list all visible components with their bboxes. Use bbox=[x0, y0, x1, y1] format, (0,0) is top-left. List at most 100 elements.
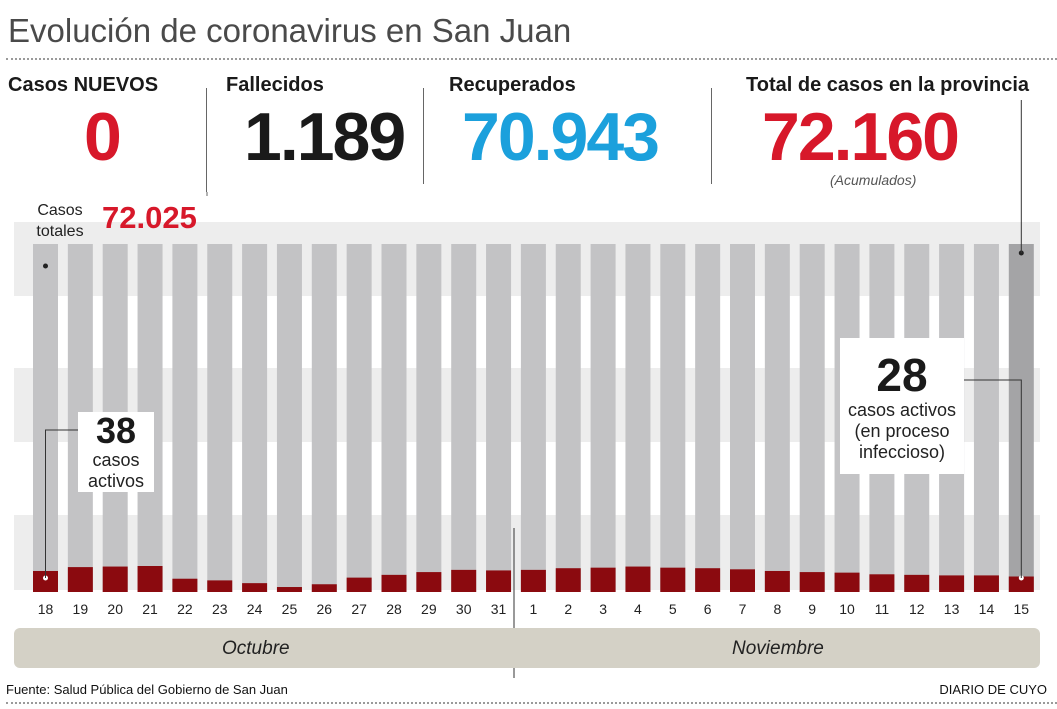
x-tick-label: 26 bbox=[317, 601, 333, 617]
total-cases-bar bbox=[660, 244, 686, 592]
x-tick-label: 29 bbox=[421, 601, 437, 617]
total-cases-bar bbox=[695, 244, 721, 592]
stat-separator bbox=[711, 88, 712, 184]
x-tick-label: 10 bbox=[839, 601, 855, 617]
x-tick-label: 13 bbox=[944, 601, 960, 617]
x-tick-label: 24 bbox=[247, 601, 263, 617]
active-cases-bar bbox=[799, 572, 825, 592]
active-cases-bar bbox=[660, 567, 686, 592]
x-tick-label: 28 bbox=[386, 601, 402, 617]
deaths-label: Fallecidos bbox=[226, 74, 324, 96]
total-cases-bar bbox=[172, 244, 198, 592]
x-tick-label: 6 bbox=[704, 601, 712, 617]
x-tick-label: 22 bbox=[177, 601, 193, 617]
active-cases-bar bbox=[764, 570, 790, 592]
total-cases-bar bbox=[520, 244, 546, 592]
total-cases-bar bbox=[486, 244, 512, 592]
x-tick-label: 30 bbox=[456, 601, 472, 617]
title-divider bbox=[6, 58, 1057, 60]
active-cases-bar bbox=[137, 566, 163, 592]
leader-line bbox=[964, 379, 1022, 578]
x-tick-label: 21 bbox=[142, 601, 158, 617]
x-tick-label: 8 bbox=[773, 601, 781, 617]
active-cases-bar bbox=[695, 568, 721, 592]
total-cases-bar bbox=[764, 244, 790, 592]
active-cases-bar bbox=[276, 587, 302, 592]
total-cases-bar bbox=[242, 244, 268, 592]
first-day-active-text: casos activos bbox=[87, 450, 145, 491]
totals-value: 72.025 bbox=[102, 200, 197, 235]
x-tick-label: 15 bbox=[1014, 601, 1030, 617]
active-cases-bar bbox=[904, 574, 930, 592]
active-cases-bar bbox=[416, 572, 442, 592]
last-day-active-text: casos activos (en proceso infeccioso) bbox=[847, 400, 957, 462]
total-value: 72.160 bbox=[762, 99, 960, 175]
x-tick-label: 19 bbox=[73, 601, 89, 617]
active-cases-bar bbox=[869, 574, 895, 592]
total-cases-bar bbox=[381, 244, 407, 592]
total-cases-bar bbox=[973, 244, 999, 592]
active-cases-bar bbox=[33, 570, 58, 592]
total-label: Total de casos en la provincia bbox=[746, 74, 1030, 96]
total-cases-bar bbox=[451, 244, 477, 592]
x-tick-label: 5 bbox=[669, 601, 677, 617]
x-tick-label: 14 bbox=[979, 601, 995, 617]
x-tick-label: 2 bbox=[564, 601, 572, 617]
active-cases-bar bbox=[207, 580, 233, 592]
totals-label: Casos totales bbox=[36, 202, 84, 240]
active-cases-bar bbox=[939, 575, 965, 592]
last-day-annotation: 28 casos activos (en proceso infeccioso) bbox=[840, 338, 964, 474]
deaths-value: 1.189 bbox=[244, 99, 406, 175]
active-cases-bar bbox=[172, 578, 198, 592]
month-october: Octubre bbox=[222, 638, 290, 659]
active-cases-bar bbox=[730, 569, 755, 592]
active-cases-bar bbox=[834, 572, 860, 592]
x-tick-label: 3 bbox=[599, 601, 607, 617]
total-cases-bar bbox=[207, 244, 233, 592]
active-cases-bar bbox=[590, 567, 616, 592]
total-note: (Acumulados) bbox=[830, 172, 917, 188]
active-cases-bar bbox=[486, 570, 512, 592]
page-title: Evolución de coronavirus en San Juan bbox=[8, 12, 572, 49]
x-tick-label: 27 bbox=[351, 601, 367, 617]
stat-separator bbox=[206, 88, 207, 192]
total-cases-bar bbox=[311, 244, 337, 592]
active-cases-bar bbox=[625, 566, 651, 592]
leader-line bbox=[45, 429, 78, 578]
first-day-annotation: 38 casos activos bbox=[78, 412, 154, 492]
x-tick-label: 1 bbox=[530, 601, 538, 617]
total-cases-bar bbox=[416, 244, 442, 592]
total-cases-bar bbox=[625, 244, 651, 592]
active-cases-bar bbox=[311, 584, 337, 592]
new-cases-label: Casos NUEVOS bbox=[8, 74, 159, 96]
x-tick-label: 4 bbox=[634, 601, 642, 617]
total-cases-bar bbox=[555, 244, 581, 592]
active-cases-bar bbox=[973, 575, 999, 592]
x-tick-label: 9 bbox=[808, 601, 816, 617]
total-cases-bar bbox=[730, 244, 755, 592]
recovered-value: 70.943 bbox=[462, 99, 660, 175]
active-cases-bar bbox=[555, 568, 581, 592]
active-cases-bar bbox=[346, 577, 372, 592]
first-day-active-number: 38 bbox=[95, 410, 137, 451]
last-day-active-number: 28 bbox=[876, 349, 928, 401]
total-cases-bar bbox=[276, 244, 302, 592]
active-cases-bar bbox=[451, 569, 477, 592]
active-cases-bar bbox=[102, 566, 128, 592]
source-note: Fuente: Salud Pública del Gobierno de Sa… bbox=[6, 682, 288, 697]
stat-separator bbox=[423, 88, 424, 184]
footer-divider bbox=[6, 702, 1057, 704]
x-tick-label: 25 bbox=[282, 601, 298, 617]
active-cases-bar bbox=[67, 567, 93, 592]
x-tick-label: 12 bbox=[909, 601, 925, 617]
total-cases-bar bbox=[346, 244, 372, 592]
recovered-label: Recuperados bbox=[449, 74, 576, 96]
x-tick-label: 18 bbox=[38, 601, 54, 617]
active-cases-bar bbox=[242, 583, 268, 592]
brand-credit: DIARIO DE CUYO bbox=[939, 682, 1047, 697]
total-marker-dot bbox=[43, 263, 48, 269]
new-cases-value: 0 bbox=[84, 99, 122, 175]
x-tick-label: 20 bbox=[107, 601, 123, 617]
active-cases-bar bbox=[520, 569, 546, 592]
active-cases-bar bbox=[1008, 576, 1034, 592]
